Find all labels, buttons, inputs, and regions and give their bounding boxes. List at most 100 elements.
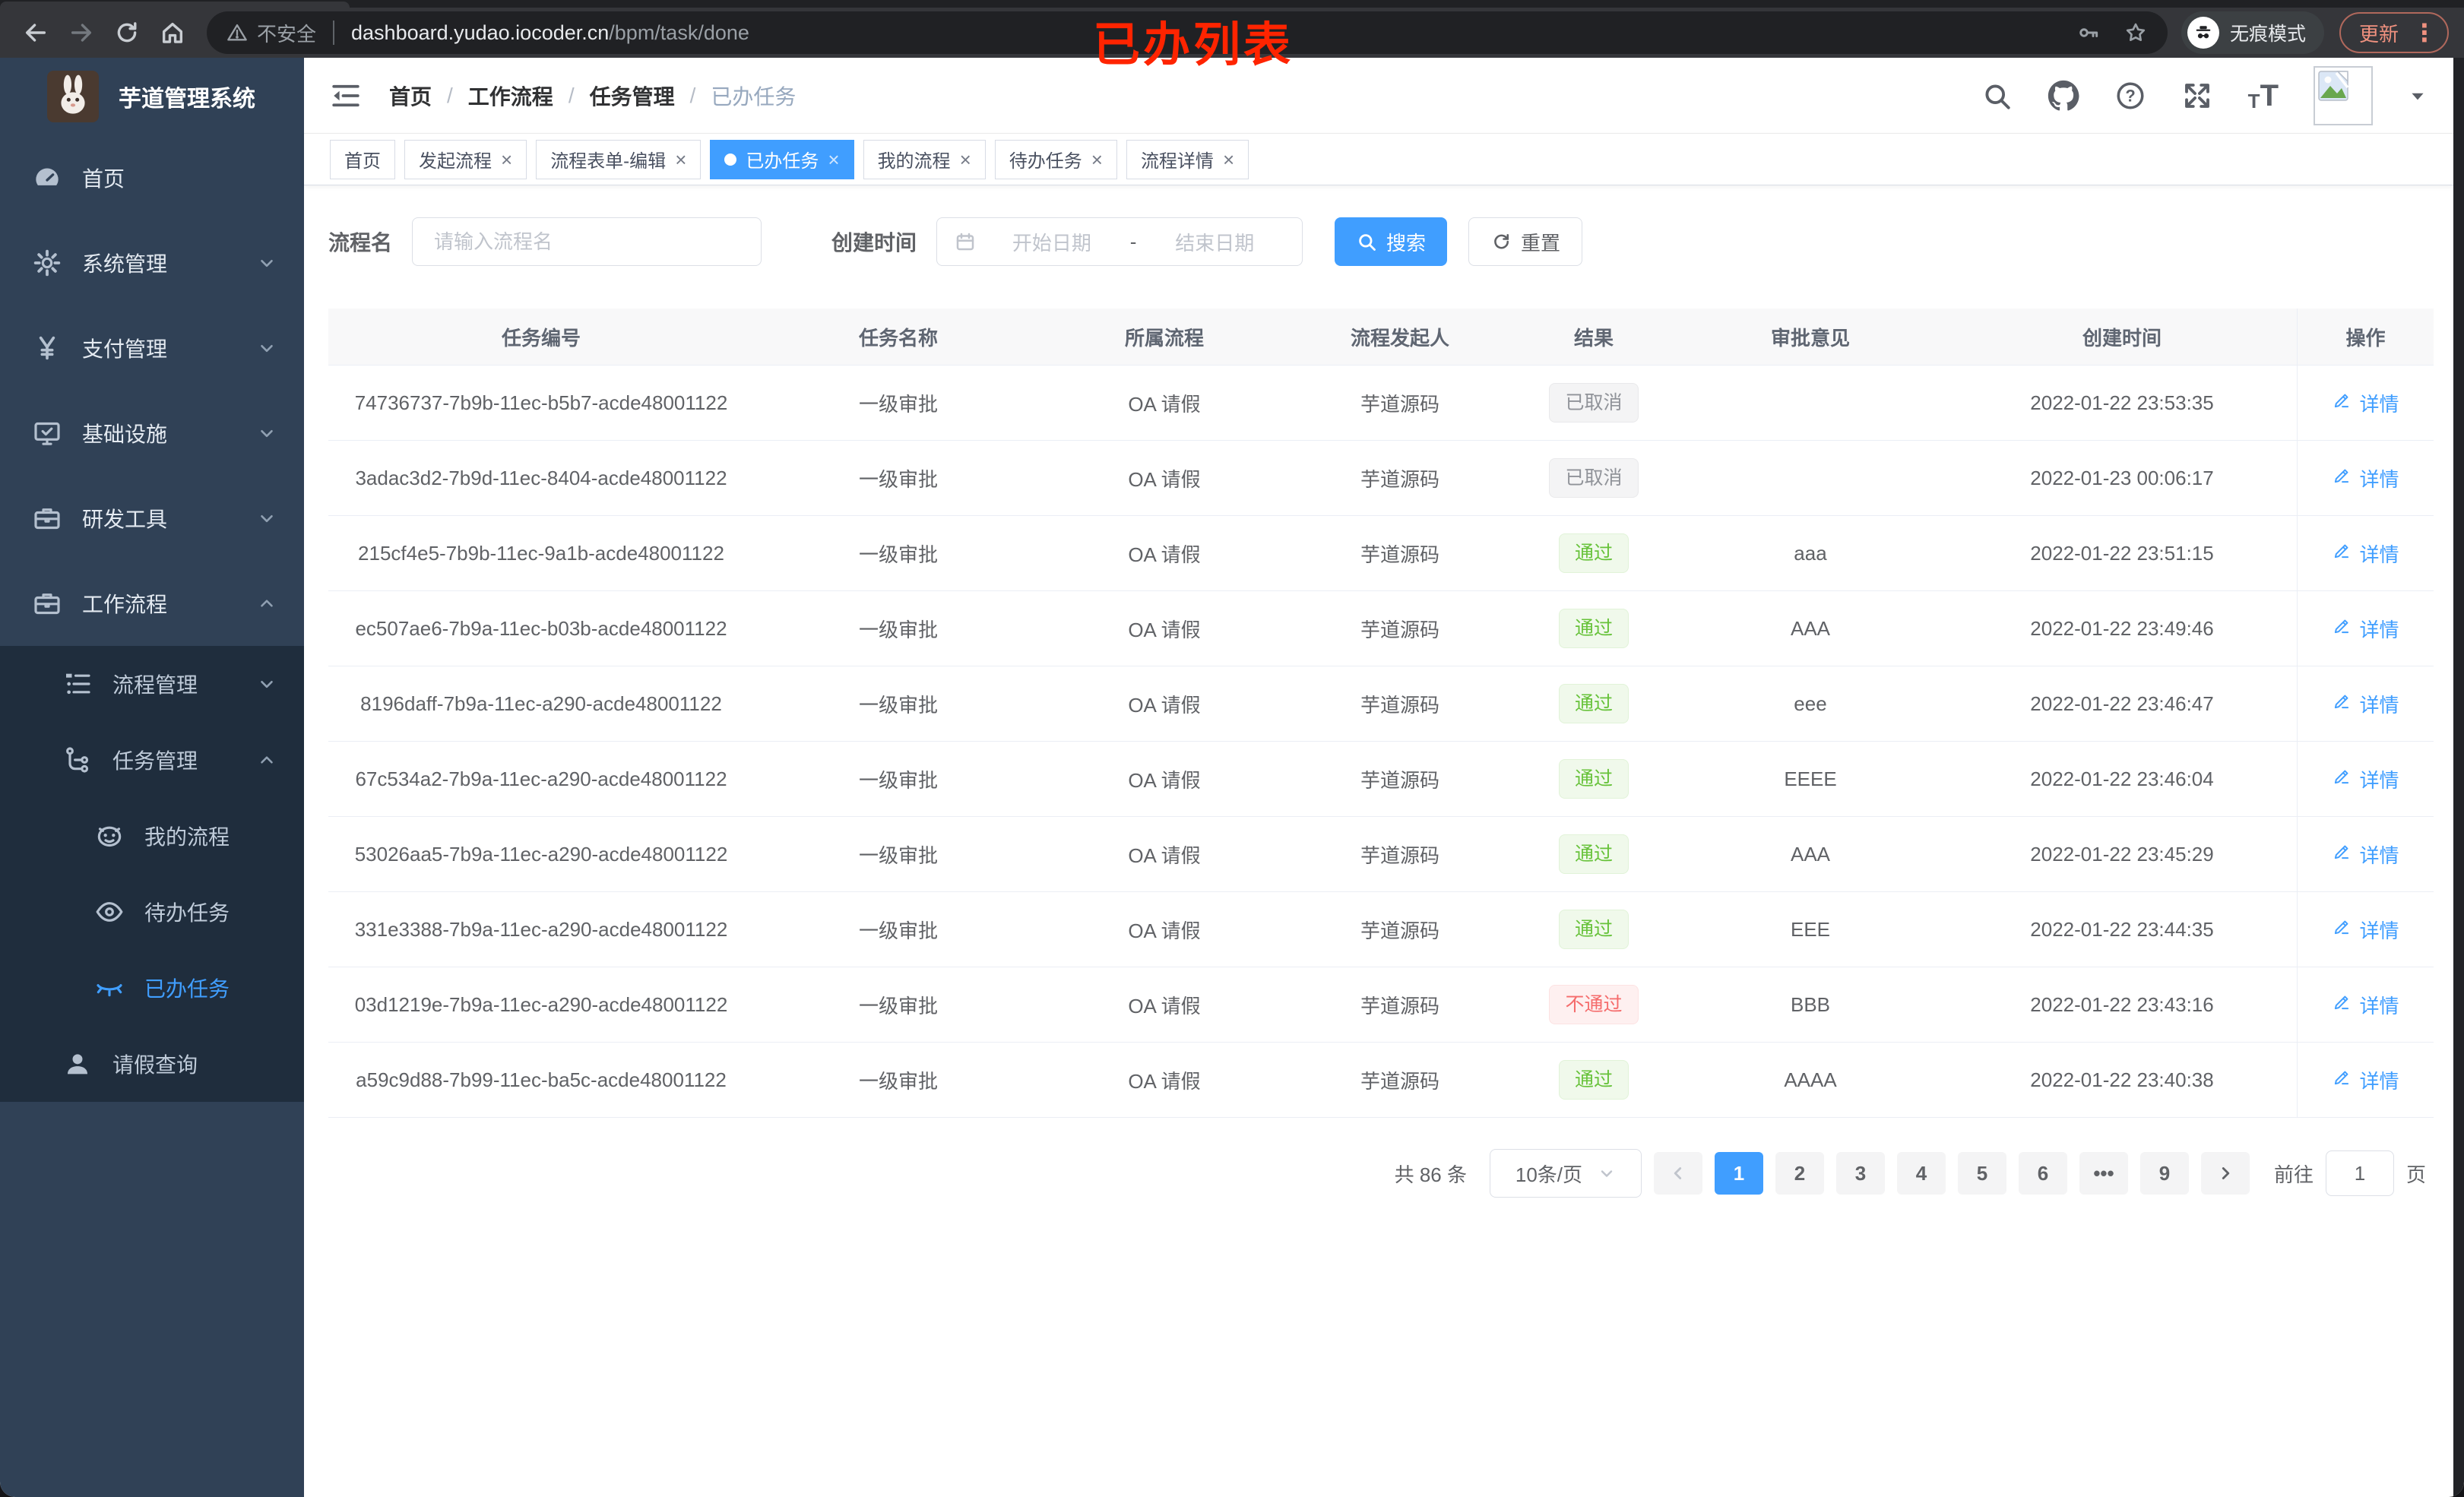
opinion-cell: AAA xyxy=(1790,616,1831,640)
task-name-cell: 一级审批 xyxy=(858,994,938,1018)
star-icon[interactable] xyxy=(2124,21,2148,45)
sidebar-item-todo-tasks[interactable]: 待办任务 xyxy=(0,874,304,950)
detail-button[interactable]: 详情 xyxy=(2332,916,2399,944)
browser-menu-icon[interactable]: ⋮ xyxy=(2412,19,2437,46)
page-size-select[interactable]: 10条/页 xyxy=(1489,1149,1642,1198)
process-cell: OA 请假 xyxy=(1128,843,1201,867)
breadcrumb-item[interactable]: 工作流程 xyxy=(467,84,553,109)
page-button[interactable]: 2 xyxy=(1775,1152,1824,1195)
app-logo[interactable]: 芋道管理系统 xyxy=(0,58,304,135)
update-button[interactable]: 更新 ⋮ xyxy=(2339,12,2449,53)
sidebar-item-leave-query[interactable]: 请假查询 xyxy=(0,1026,304,1102)
status-badge: 已取消 xyxy=(1549,383,1639,423)
detail-button[interactable]: 详情 xyxy=(2332,1066,2399,1094)
github-icon[interactable] xyxy=(2048,80,2079,112)
page-button[interactable]: 6 xyxy=(2018,1152,2067,1195)
active-tab-dot xyxy=(724,153,737,166)
sidebar-item-my-process[interactable]: 我的流程 xyxy=(0,798,304,874)
initiator-cell: 芋道源码 xyxy=(1360,392,1439,416)
task-id-cell: 215cf4e5-7b9b-11ec-9a1b-acde48001122 xyxy=(358,541,724,565)
prev-page-button[interactable] xyxy=(1653,1152,1702,1195)
close-icon[interactable]: × xyxy=(1222,147,1235,171)
page-button[interactable]: 5 xyxy=(1957,1152,2006,1195)
detail-button[interactable]: 详情 xyxy=(2332,765,2399,793)
task-id-cell: 331e3388-7b9a-11ec-a290-acde48001122 xyxy=(354,917,728,941)
opinion-cell: eee xyxy=(1794,692,1827,715)
chevron-down-icon xyxy=(257,338,277,358)
breadcrumb-item[interactable]: 任务管理 xyxy=(589,84,675,109)
avatar[interactable] xyxy=(2314,65,2373,125)
reload-button[interactable] xyxy=(106,12,147,53)
breadcrumb-item[interactable]: 首页 xyxy=(389,84,432,109)
close-icon[interactable]: × xyxy=(959,147,971,171)
chevron-down-icon[interactable] xyxy=(2408,86,2428,106)
next-page-button[interactable] xyxy=(2200,1152,2250,1195)
close-icon[interactable]: × xyxy=(675,147,687,171)
page-scrollbar[interactable] xyxy=(2453,58,2464,1497)
app-root: 芋道管理系统 首页 系统管理 支付管理 基础设施 研发工具 工作流程 流程管理 任务管理 我的流… xyxy=(0,58,2464,1497)
page-button[interactable]: 1 xyxy=(1714,1152,1763,1195)
browser-tab[interactable] xyxy=(0,2,350,8)
monitor-icon xyxy=(32,418,62,448)
task-id-cell: 53026aa5-7b9a-11ec-a290-acde48001122 xyxy=(354,842,728,866)
close-icon[interactable]: × xyxy=(828,147,840,171)
sidebar-item-done-tasks[interactable]: 已办任务 xyxy=(0,950,304,1026)
search-icon[interactable] xyxy=(1981,80,2013,112)
sidebar-collapse-button[interactable] xyxy=(330,80,362,112)
tab-发起流程[interactable]: 发起流程 × xyxy=(404,139,527,179)
sidebar-item-workflow[interactable]: 工作流程 xyxy=(0,561,304,646)
task-id-cell: 3adac3d2-7b9d-11ec-8404-acde48001122 xyxy=(355,466,727,489)
tab-流程详情[interactable]: 流程详情 × xyxy=(1126,139,1249,179)
detail-label: 详情 xyxy=(2359,543,2399,566)
back-button[interactable] xyxy=(15,12,56,53)
sidebar-item-devtools[interactable]: 研发工具 xyxy=(0,476,304,561)
forward-button[interactable] xyxy=(61,12,102,53)
page-button[interactable]: 9 xyxy=(2139,1152,2189,1195)
initiator-cell: 芋道源码 xyxy=(1360,618,1439,641)
fullscreen-icon[interactable] xyxy=(2181,80,2213,112)
search-button[interactable]: 搜索 xyxy=(1335,217,1448,266)
detail-button[interactable]: 详情 xyxy=(2332,464,2399,492)
sidebar-item-label: 待办任务 xyxy=(144,901,230,925)
page-button[interactable]: 4 xyxy=(1896,1152,1946,1195)
detail-button[interactable]: 详情 xyxy=(2332,840,2399,869)
tab-首页[interactable]: 首页 xyxy=(330,139,395,179)
refresh-icon xyxy=(1494,233,1509,249)
key-icon[interactable] xyxy=(2076,21,2101,45)
sidebar-item-homepage[interactable]: 首页 xyxy=(0,135,304,220)
tab-我的流程[interactable]: 我的流程 × xyxy=(863,139,986,179)
sidebar-item-system[interactable]: 系统管理 xyxy=(0,220,304,305)
detail-button[interactable]: 详情 xyxy=(2332,389,2399,417)
pager-ellipsis[interactable]: ••• xyxy=(2079,1152,2128,1195)
detail-button[interactable]: 详情 xyxy=(2332,690,2399,718)
date-range-picker[interactable]: 开始日期 - 结束日期 xyxy=(936,217,1303,266)
process-name-input[interactable] xyxy=(412,217,762,266)
tab-label: 首页 xyxy=(344,151,381,172)
tab-label: 已办任务 xyxy=(746,151,819,172)
tab-流程表单-编辑[interactable]: 流程表单-编辑 × xyxy=(536,139,702,179)
task-name-cell: 一级审批 xyxy=(858,1069,938,1093)
operation-cell: 详情 xyxy=(2297,967,2434,1042)
page-button[interactable]: 3 xyxy=(1835,1152,1885,1195)
detail-button[interactable]: 详情 xyxy=(2332,991,2399,1019)
jump-page-input[interactable] xyxy=(2325,1150,2394,1196)
sidebar-item-task-mgmt[interactable]: 任务管理 xyxy=(0,722,304,798)
help-icon[interactable]: ? xyxy=(2114,80,2146,112)
detail-button[interactable]: 详情 xyxy=(2332,540,2399,568)
table-row: 53026aa5-7b9a-11ec-a290-acde48001122 一级审批… xyxy=(328,817,2434,892)
close-icon[interactable]: × xyxy=(1091,147,1103,171)
url-bar[interactable]: 不安全 dashboard.yudao.iocoder.cn /bpm/task… xyxy=(207,11,2168,54)
status-badge: 通过 xyxy=(1558,834,1629,874)
detail-button[interactable]: 详情 xyxy=(2332,615,2399,643)
reset-button[interactable]: 重置 xyxy=(1468,217,1583,266)
close-icon[interactable]: × xyxy=(501,147,513,171)
sidebar-item-payment[interactable]: 支付管理 xyxy=(0,305,304,391)
home-button[interactable] xyxy=(152,12,193,53)
tab-已办任务[interactable]: 已办任务 × xyxy=(710,139,854,179)
tab-待办任务[interactable]: 待办任务 × xyxy=(994,139,1117,179)
sidebar-item-infra[interactable]: 基础设施 xyxy=(0,391,304,476)
sidebar-item-process-mgmt[interactable]: 流程管理 xyxy=(0,646,304,722)
breadcrumb-separator: / xyxy=(689,83,696,107)
